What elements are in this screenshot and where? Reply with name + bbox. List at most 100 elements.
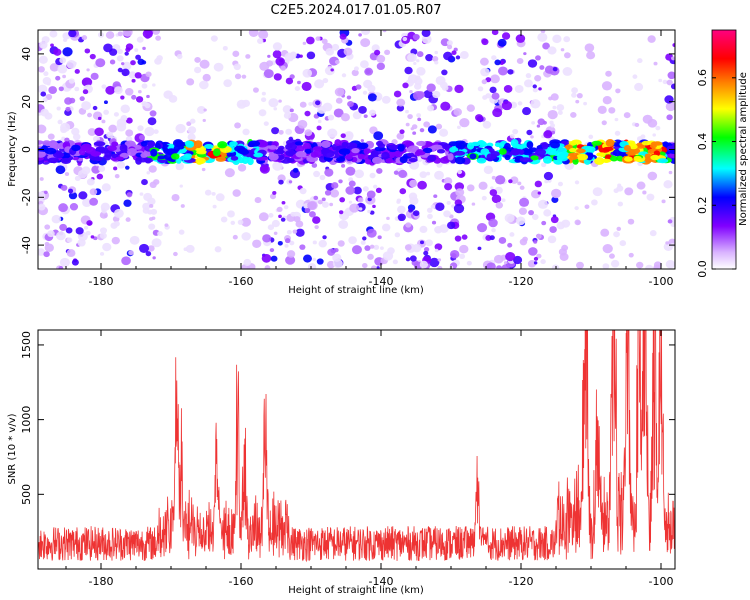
- spectrogram-noise-blob: [224, 168, 235, 178]
- spectrogram-noise-blob: [289, 74, 295, 80]
- spectrogram-signal-blob: [363, 148, 370, 155]
- spectrogram-noise-blob: [466, 104, 475, 112]
- spectrogram-noise-blob: [100, 202, 110, 211]
- spectrogram-noise-blob: [222, 45, 228, 51]
- spectrogram-noise-blob: [459, 253, 466, 259]
- spectrogram-noise-blob: [667, 219, 673, 224]
- spectrogram-noise-blob: [261, 91, 266, 96]
- spectrogram-noise-blob: [671, 56, 675, 61]
- spectrogram-noise-blob: [299, 244, 306, 250]
- spectrogram-signal-blob: [542, 155, 553, 164]
- spectrogram-noise-blob: [536, 124, 541, 128]
- spectrogram-signal-blob: [295, 151, 307, 158]
- spectrogram-noise-blob: [382, 30, 387, 33]
- spectrogram-noise-blob: [494, 59, 501, 66]
- spectrogram-noise-blob: [194, 66, 202, 74]
- spectrogram-signal-blob: [594, 157, 605, 165]
- spectrogram-noise-blob: [537, 191, 542, 195]
- spectrogram-noise-blob: [530, 99, 541, 109]
- spectrogram-noise-blob: [441, 84, 449, 91]
- spectrogram-noise-blob: [627, 218, 635, 225]
- spectrogram-noise-blob: [361, 263, 368, 269]
- spectrogram-noise-blob: [408, 208, 413, 213]
- spectrogram-noise-blob: [619, 240, 627, 247]
- spectrogram-noise-blob: [138, 134, 145, 141]
- spectrogram-signal-blob: [519, 157, 532, 163]
- spectrogram-noise-blob: [552, 34, 562, 44]
- spectrogram-noise-blob: [81, 77, 93, 87]
- spectrogram-noise-blob: [419, 128, 425, 133]
- spectrogram-noise-blob: [451, 204, 456, 208]
- spectrogram-noise-blob: [149, 181, 157, 189]
- spectrogram-noise-blob: [252, 87, 259, 93]
- spectrogram-noise-blob: [647, 35, 656, 43]
- spectrogram-signal-blob: [669, 148, 675, 154]
- spectrogram-noise-blob: [117, 31, 124, 37]
- spectrogram-noise-blob: [664, 95, 674, 104]
- spectrogram-noise-blob: [327, 128, 338, 138]
- spectrogram-noise-blob: [562, 67, 573, 76]
- spectrogram-noise-blob: [571, 92, 577, 98]
- spectrogram-noise-blob: [434, 248, 439, 253]
- spectrogram-noise-blob: [306, 51, 316, 60]
- spectrogram-noise-blob: [329, 189, 340, 198]
- spectrogram-signal-blob: [610, 155, 619, 162]
- spectrogram-noise-blob: [116, 55, 124, 62]
- spectrogram-noise-blob: [414, 77, 423, 86]
- spectrogram-noise-blob: [59, 257, 70, 268]
- spectrogram-noise-blob: [341, 73, 347, 78]
- spectrogram-noise-blob: [58, 265, 64, 269]
- spectrogram-noise-blob: [542, 120, 547, 125]
- spectrogram-noise-blob: [575, 99, 580, 104]
- spectrogram-noise-blob: [561, 219, 571, 228]
- spectrogram-noise-blob: [491, 175, 496, 180]
- spectrogram-noise-blob: [381, 223, 391, 232]
- spectrogram-noise-blob: [541, 162, 547, 168]
- spectrogram-noise-blob: [402, 36, 408, 42]
- spectrogram-noise-blob: [204, 189, 212, 196]
- spectrogram-noise-blob: [519, 238, 528, 246]
- spectrogram-noise-blob: [602, 96, 612, 105]
- spectrogram-noise-blob: [280, 65, 286, 71]
- spectrogram-noise-blob: [614, 117, 619, 122]
- spectrogram-noise-blob: [482, 120, 492, 129]
- spectrogram-noise-blob: [293, 216, 301, 223]
- spectrogram-noise-blob: [314, 79, 325, 89]
- spectrogram-noise-blob: [168, 94, 178, 103]
- spectrogram-noise-blob: [369, 172, 376, 179]
- spectrogram-noise-blob: [321, 197, 326, 202]
- spectrogram-noise-blob: [96, 173, 104, 180]
- spectrogram-noise-blob: [334, 59, 340, 65]
- spectrogram-noise-blob: [65, 227, 73, 234]
- spectrogram-signal-blob: [422, 147, 433, 154]
- spectrogram-noise-blob: [492, 108, 503, 118]
- colorbar-tick-label: 0.2: [696, 197, 709, 215]
- spectrogram-signal-blob: [381, 151, 390, 160]
- spectrogram-noise-blob: [540, 259, 546, 265]
- spectrogram-noise-blob: [38, 203, 46, 211]
- spectrogram-noise-blob: [602, 243, 613, 254]
- spectrogram-noise-blob: [652, 133, 656, 137]
- spectrogram-noise-blob: [557, 110, 563, 115]
- spectrogram-noise-blob: [241, 74, 247, 79]
- spectrogram-noise-blob: [491, 228, 496, 233]
- spectrogram-noise-blob: [517, 101, 523, 106]
- spectrogram-signal-blob: [513, 149, 525, 155]
- spectrogram-noise-blob: [387, 247, 395, 255]
- spectrogram-noise-blob: [105, 31, 115, 39]
- spectrogram-noise-blob: [297, 80, 301, 85]
- spectrogram-noise-blob: [636, 261, 644, 269]
- spectrogram-noise-blob: [503, 261, 508, 265]
- spectrogram-noise-blob: [62, 47, 73, 57]
- spectrogram-noise-blob: [38, 124, 47, 134]
- spectrogram-noise-blob: [605, 70, 612, 77]
- spectrogram-noise-blob: [480, 67, 490, 77]
- spectrogram-noise-blob: [647, 118, 658, 128]
- spectrogram-noise-blob: [304, 207, 311, 214]
- spectrogram-xlabel: Height of straight line (km): [288, 285, 424, 296]
- spectrogram-noise-blob: [230, 220, 236, 225]
- spectrogram-noise-blob: [43, 190, 48, 195]
- spectrogram-noise-blob: [64, 172, 70, 176]
- spectrogram-signal-blob: [215, 156, 227, 162]
- spectrogram-noise-blob: [89, 188, 98, 196]
